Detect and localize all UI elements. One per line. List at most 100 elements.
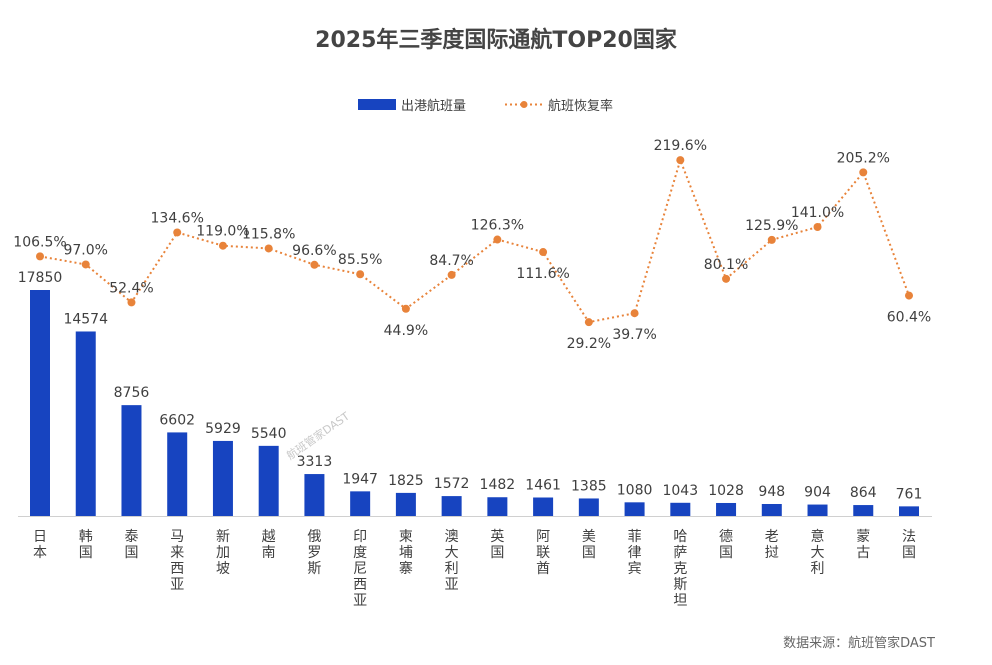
category-label-char: 意 — [811, 528, 825, 545]
category-label: 俄罗斯 — [307, 529, 321, 577]
line-point — [859, 168, 868, 177]
bar — [212, 440, 233, 516]
line-point — [81, 260, 90, 269]
line-value-label: 80.1% — [704, 257, 748, 273]
category-label: 新加坡 — [216, 529, 230, 577]
line-point — [173, 228, 182, 237]
bar — [533, 497, 554, 516]
line-point — [905, 291, 913, 300]
category-label-char: 联 — [536, 545, 550, 561]
bar-value-label: 948 — [758, 484, 785, 500]
category-label-char: 大 — [811, 545, 825, 561]
line-point — [767, 235, 776, 244]
line-value-label: 96.6% — [292, 243, 336, 259]
category-label-char: 国 — [719, 545, 733, 561]
category-label-char: 克 — [673, 561, 687, 577]
category-label: 蒙古 — [856, 529, 870, 561]
bar — [807, 504, 828, 516]
bar-value-label: 1043 — [662, 483, 698, 499]
line-point — [493, 235, 502, 244]
category-label: 越南 — [262, 529, 276, 561]
category-label-char: 尼 — [353, 561, 367, 577]
bar — [761, 503, 782, 516]
bar — [75, 331, 96, 516]
line-value-label: 141.0% — [791, 205, 844, 221]
category-label-char: 律 — [628, 545, 642, 561]
category-label: 日本 — [33, 529, 47, 561]
line-point — [401, 304, 410, 313]
category-label: 阿联酋 — [536, 529, 550, 577]
line-value-label: 44.9% — [384, 323, 428, 339]
category-label-char: 利 — [445, 561, 459, 577]
line-value-label: 39.7% — [612, 327, 656, 343]
bar-value-label: 1080 — [617, 482, 653, 498]
line-value-label: 106.5% — [13, 234, 66, 250]
bar-value-label: 6602 — [159, 412, 195, 428]
line-path — [39, 157, 910, 324]
bar-value-label: 5540 — [251, 426, 287, 442]
category-label-char: 亚 — [353, 593, 367, 609]
category-label-char: 印 — [353, 529, 367, 545]
line-point — [264, 244, 273, 253]
line-point — [447, 270, 456, 279]
category-label-char: 越 — [262, 529, 276, 545]
category-label-char: 坦 — [673, 593, 687, 609]
legend: 出港航班量 航班恢复率 — [358, 98, 613, 114]
category-label-char: 澳 — [445, 529, 459, 545]
category-label-char: 亚 — [170, 577, 184, 593]
category-label-char: 宾 — [628, 561, 642, 577]
bar — [121, 405, 142, 516]
category-label-char: 挝 — [765, 545, 779, 561]
category-label: 法国 — [902, 529, 916, 561]
category-label-char: 泰 — [124, 529, 138, 545]
category-label-char: 南 — [262, 545, 276, 561]
line-point — [813, 223, 822, 232]
category-label-char: 古 — [856, 545, 870, 561]
category-label-char: 哈 — [673, 529, 687, 545]
source-note: 数据来源：航班管家DAST — [783, 635, 935, 651]
line-value-label: 85.5% — [338, 252, 382, 268]
bar — [258, 445, 279, 516]
line-value-label: 84.7% — [429, 253, 473, 269]
category-label-char: 罗 — [307, 545, 321, 561]
category-label-char: 韩 — [79, 529, 93, 545]
legend-bar-label: 出港航班量 — [401, 98, 466, 114]
category-label: 柬埔寨 — [399, 529, 413, 577]
line-point — [356, 270, 365, 279]
category-label-char: 国 — [582, 545, 596, 561]
category-label: 老挝 — [765, 529, 779, 561]
line-value-label: 29.2% — [567, 336, 611, 352]
category-label-char: 大 — [445, 545, 459, 561]
category-label-char: 西 — [353, 577, 367, 593]
category-label-char: 萨 — [673, 545, 687, 561]
bar — [853, 505, 874, 516]
line-point — [127, 298, 136, 307]
bar-value-label: 1572 — [434, 476, 470, 492]
legend-line-label: 航班恢复率 — [548, 98, 613, 114]
chart-title: 2025年三季度国际通航TOP20国家 — [315, 27, 678, 53]
line-point — [676, 156, 685, 165]
bar-value-label: 3313 — [297, 454, 333, 470]
category-label-char: 菲 — [628, 529, 642, 545]
category-label-char: 国 — [490, 545, 504, 561]
category-label-char: 新 — [216, 529, 230, 545]
bar — [487, 497, 508, 516]
category-label-char: 俄 — [307, 529, 321, 545]
bar-value-label: 1947 — [342, 471, 378, 487]
bar-value-label: 904 — [804, 485, 831, 501]
category-label: 韩国 — [79, 529, 93, 561]
category-label-char: 日 — [33, 529, 47, 545]
bar-value-label: 761 — [896, 486, 923, 502]
bar — [395, 492, 416, 516]
category-label-char: 马 — [170, 529, 184, 545]
line-point — [36, 252, 44, 261]
bar — [304, 474, 325, 516]
category-label-char: 本 — [33, 545, 47, 561]
bar-value-label: 864 — [850, 485, 877, 501]
category-label-char: 西 — [170, 561, 184, 577]
category-label-char: 加 — [216, 545, 230, 561]
bar — [30, 290, 50, 516]
category-label-char: 埔 — [399, 545, 413, 561]
bar — [167, 432, 188, 516]
